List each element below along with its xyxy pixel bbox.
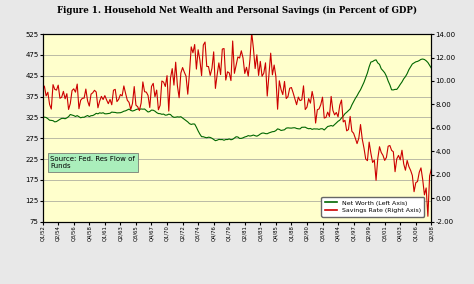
Legend: Net Worth (Left Axis), Savings Rate (Right Axis): Net Worth (Left Axis), Savings Rate (Rig… [321,197,424,216]
Text: Figure 1. Household Net Wealth and Personal Savings (in Percent of GDP): Figure 1. Household Net Wealth and Perso… [57,6,417,15]
Text: Source: Fed. Res Flow of
Funds: Source: Fed. Res Flow of Funds [50,156,135,169]
